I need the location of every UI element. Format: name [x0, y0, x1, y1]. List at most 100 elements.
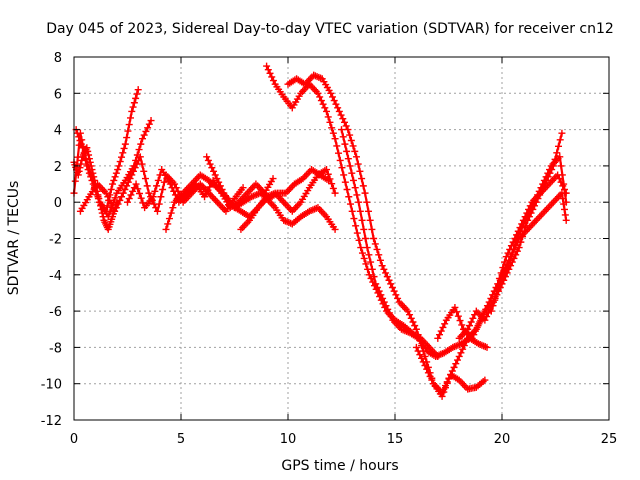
data-point-marker: [483, 343, 491, 351]
data-point-marker: [387, 313, 395, 321]
data-point-marker: [527, 205, 535, 213]
data-point-marker: [111, 194, 119, 202]
data-point-marker: [456, 317, 464, 325]
data-point-marker: [522, 216, 530, 224]
data-point-marker: [380, 265, 388, 273]
series-line: [436, 173, 568, 340]
data-point-marker: [504, 262, 512, 270]
data-point-marker: [465, 322, 473, 330]
data-point-marker: [454, 312, 462, 320]
data-point-marker: [347, 136, 355, 144]
data-point-marker: [343, 147, 351, 155]
data-point-marker: [382, 269, 390, 277]
data-point-marker: [345, 193, 353, 201]
data-point-marker: [151, 187, 159, 195]
data-point-marker: [470, 331, 478, 339]
data-point-marker: [123, 134, 131, 142]
data-point-marker: [416, 351, 424, 359]
data-point-marker: [142, 127, 150, 135]
data-point-marker: [385, 276, 393, 284]
data-point-marker: [481, 316, 489, 324]
data-point-marker: [114, 166, 122, 174]
data-point-marker: [440, 388, 448, 396]
data-point-marker: [414, 347, 422, 355]
data-point-marker: [140, 131, 148, 139]
data-point-marker: [263, 62, 271, 70]
data-point-marker: [104, 213, 112, 221]
data-point-marker: [458, 321, 466, 329]
data-point-marker: [546, 166, 554, 174]
data-point-marker: [349, 142, 357, 150]
data-point-marker: [356, 207, 364, 215]
data-point-marker: [534, 191, 542, 199]
data-point-marker: [134, 86, 142, 94]
data-point-marker: [162, 225, 170, 233]
data-point-marker: [137, 194, 145, 202]
data-point-marker: [363, 198, 371, 206]
data-point-marker: [371, 240, 379, 248]
data-point-marker: [354, 160, 362, 168]
data-point-marker: [453, 356, 461, 364]
data-point-marker: [496, 280, 504, 288]
data-point-marker: [166, 180, 174, 188]
data-point-marker: [126, 175, 134, 183]
data-point-marker: [494, 285, 502, 293]
data-point-marker: [116, 196, 124, 204]
data-point-marker: [385, 309, 393, 317]
data-point-marker: [157, 193, 165, 201]
data-point-marker: [264, 66, 272, 74]
data-point-marker: [143, 182, 151, 190]
data-point-marker: [317, 97, 325, 105]
y-tick-label: -4: [49, 269, 62, 284]
data-point-marker: [346, 131, 354, 139]
data-point-marker: [370, 235, 378, 242]
data-point-marker: [447, 371, 455, 379]
data-point-marker: [87, 171, 95, 179]
data-point-marker: [107, 185, 115, 193]
data-point-marker: [506, 256, 514, 264]
data-point-marker: [451, 303, 459, 311]
data-point-marker: [379, 294, 387, 302]
data-point-marker: [82, 155, 90, 163]
data-point-marker: [135, 156, 143, 164]
data-point-marker: [348, 169, 356, 177]
data-point-marker: [346, 200, 354, 208]
data-point-marker: [419, 358, 427, 366]
data-point-marker: [445, 375, 453, 383]
data-point-marker: [373, 245, 381, 253]
data-point-marker: [316, 93, 324, 101]
data-point-marker: [394, 294, 402, 302]
data-point-marker: [153, 182, 161, 190]
data-point-marker: [387, 280, 395, 288]
data-point-marker: [130, 184, 138, 192]
data-point-marker: [455, 352, 463, 360]
data-point-marker: [365, 271, 373, 279]
data-point-marker: [520, 220, 528, 228]
data-point-marker: [135, 146, 143, 154]
data-point-marker: [125, 195, 133, 203]
y-tick-label: -12: [41, 414, 62, 429]
data-point-marker: [342, 122, 350, 130]
data-point-marker: [360, 254, 368, 262]
data-point-marker: [321, 104, 329, 112]
data-point-marker: [118, 193, 126, 201]
data-point-marker: [340, 118, 348, 126]
data-point-marker: [132, 180, 140, 188]
data-point-marker: [473, 323, 481, 331]
data-point-marker: [132, 94, 140, 102]
data-point-marker: [324, 170, 332, 178]
data-point-marker: [406, 311, 414, 319]
x-tick-label: 20: [494, 432, 511, 447]
data-point-marker: [324, 113, 332, 121]
data-point-marker: [378, 262, 386, 270]
data-point-marker: [362, 260, 370, 268]
data-point-marker: [348, 207, 356, 215]
data-point-marker: [561, 189, 569, 197]
data-point-marker: [383, 273, 391, 281]
data-point-marker: [460, 342, 468, 350]
data-point-marker: [112, 169, 120, 177]
x-tick-label: 25: [601, 432, 618, 447]
data-point-marker: [76, 164, 84, 172]
data-point-marker: [358, 249, 366, 257]
